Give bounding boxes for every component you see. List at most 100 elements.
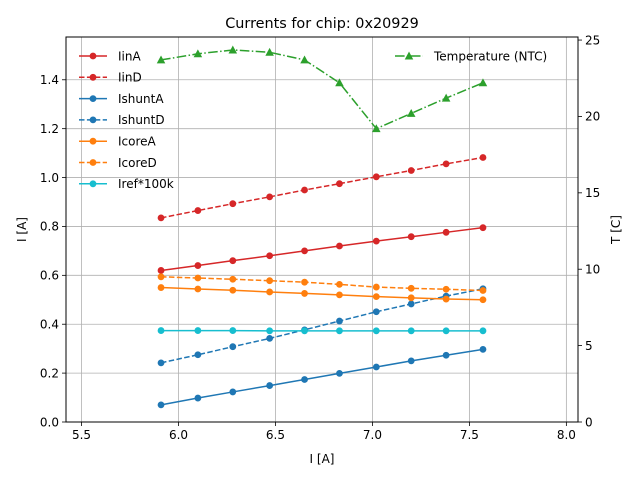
legend-entry: IinA bbox=[79, 49, 141, 63]
y2-tick-label: 5 bbox=[585, 339, 593, 353]
data-point bbox=[157, 359, 165, 367]
series-line bbox=[161, 276, 483, 292]
data-point bbox=[336, 291, 343, 299]
data-point bbox=[372, 327, 380, 335]
data-point bbox=[194, 274, 202, 282]
legend-marker bbox=[89, 52, 97, 60]
data-point bbox=[336, 327, 343, 335]
data-point bbox=[372, 173, 380, 181]
series-line bbox=[160, 49, 484, 130]
x-axis-label: I [A] bbox=[310, 452, 335, 466]
data-point bbox=[157, 401, 165, 409]
data-point bbox=[301, 327, 308, 335]
chart-title: Currents for chip: 0x20929 bbox=[225, 16, 419, 32]
data-point bbox=[478, 78, 488, 87]
data-point bbox=[156, 55, 166, 64]
x-tick-label: 7.0 bbox=[363, 428, 382, 442]
x-tick-label: 6.0 bbox=[169, 428, 188, 442]
legend-entry: IshuntD bbox=[79, 113, 165, 127]
legend-marker bbox=[89, 116, 97, 124]
data-point bbox=[229, 327, 237, 334]
legend: IinA IinD IshuntA IshuntD IcoreA IcoreD Iref*1… bbox=[79, 49, 547, 191]
data-point bbox=[335, 78, 344, 87]
data-point bbox=[479, 296, 487, 304]
x-tick-label: 6.5 bbox=[266, 428, 285, 442]
y-tick-label: 1.0 bbox=[40, 171, 59, 185]
x-tick-label: 7.5 bbox=[460, 428, 479, 442]
data-point bbox=[372, 283, 380, 291]
legend-marker bbox=[89, 137, 97, 145]
data-point bbox=[479, 345, 487, 353]
data-point bbox=[194, 394, 202, 402]
data-point bbox=[194, 327, 202, 334]
data-point bbox=[442, 327, 450, 335]
legend-label: IinD bbox=[118, 71, 142, 85]
legend-label: IcoreD bbox=[118, 156, 157, 170]
series-line bbox=[160, 156, 484, 219]
data-point bbox=[229, 286, 237, 294]
legend-label: IshuntA bbox=[118, 92, 164, 106]
data-point bbox=[407, 294, 415, 302]
data-point bbox=[193, 49, 203, 58]
data-point bbox=[301, 186, 308, 194]
data-point bbox=[157, 214, 165, 222]
y-tick-label: 0.6 bbox=[40, 269, 59, 283]
data-point bbox=[479, 287, 487, 294]
data-point bbox=[157, 284, 165, 291]
data-point bbox=[266, 288, 274, 296]
data-point bbox=[372, 308, 380, 316]
y-tick-label: 0.8 bbox=[40, 220, 59, 234]
data-point bbox=[194, 262, 202, 269]
data-point bbox=[442, 351, 450, 359]
data-point bbox=[407, 167, 415, 174]
series-iref-100k bbox=[157, 327, 487, 335]
data-point bbox=[407, 233, 415, 241]
y2-tick-label: 25 bbox=[585, 33, 600, 47]
legend-label: IcoreA bbox=[118, 135, 157, 149]
data-point bbox=[229, 343, 237, 351]
series-line bbox=[160, 348, 484, 406]
data-point bbox=[441, 93, 451, 102]
legend-marker bbox=[404, 51, 414, 60]
data-point bbox=[372, 363, 380, 371]
y2-tick-label: 10 bbox=[585, 263, 600, 277]
y2-axis-label: T [C] bbox=[609, 215, 623, 245]
data-point bbox=[479, 224, 487, 232]
data-point bbox=[266, 277, 274, 285]
data-point bbox=[266, 334, 274, 342]
data-point bbox=[266, 252, 274, 260]
data-point bbox=[407, 357, 415, 365]
series-iind bbox=[157, 154, 487, 222]
y-axis-label: I [A] bbox=[15, 217, 29, 242]
data-point bbox=[336, 317, 343, 325]
legend-entry: IcoreD bbox=[79, 156, 157, 170]
data-point bbox=[407, 300, 415, 308]
data-point bbox=[301, 290, 308, 297]
legend-entry: IinD bbox=[79, 71, 142, 85]
legend-entry: Iref*100k bbox=[79, 177, 174, 191]
data-point bbox=[266, 327, 274, 335]
legend-label: IshuntD bbox=[118, 113, 165, 127]
data-point bbox=[336, 242, 343, 250]
series-line bbox=[160, 288, 484, 364]
plot-area bbox=[156, 45, 488, 409]
axes: 5.5 6.0 6.5 7.0 7.5 8.0 0.0 0.2 0.4 0.6 0.8 1.0 1.2 1… bbox=[40, 33, 600, 442]
legend-label: Iref*100k bbox=[118, 177, 174, 191]
legend-marker bbox=[89, 73, 97, 81]
series-icored bbox=[157, 273, 487, 294]
x-tick-label: 5.5 bbox=[72, 428, 91, 442]
data-point bbox=[372, 237, 380, 245]
data-point bbox=[336, 369, 343, 377]
data-point bbox=[301, 278, 308, 286]
data-point bbox=[194, 207, 202, 214]
data-point bbox=[479, 327, 487, 335]
data-point bbox=[229, 275, 237, 283]
series-icorea bbox=[157, 284, 487, 304]
data-point bbox=[194, 285, 202, 293]
data-point bbox=[229, 388, 237, 396]
data-point bbox=[407, 327, 415, 335]
data-point bbox=[194, 351, 202, 359]
data-point bbox=[301, 376, 308, 383]
data-point bbox=[266, 193, 274, 201]
